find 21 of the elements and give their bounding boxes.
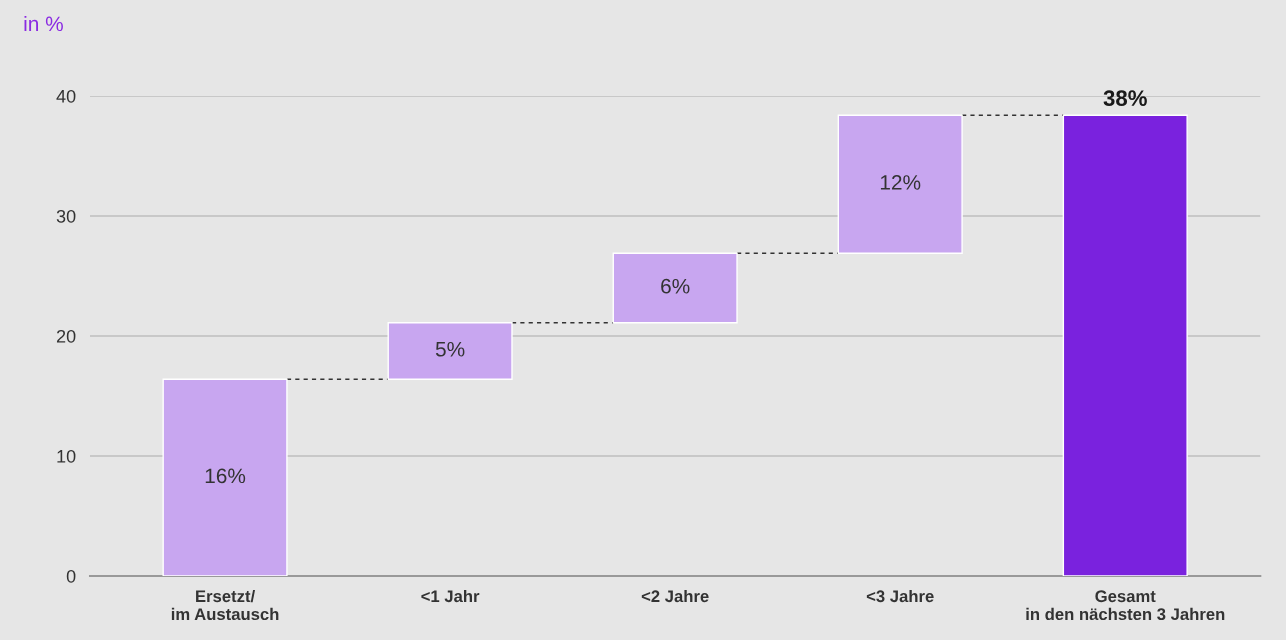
data-label: 16% — [205, 468, 246, 484]
x-tick-label: <2 Jahre — [641, 589, 709, 603]
x-tick-label: Gesamt in den nächsten 3 Jahren — [1026, 590, 1225, 621]
data-label: 12% — [880, 175, 921, 190]
data-label: 6% — [661, 278, 690, 294]
y-tick-label: 30 — [56, 209, 76, 223]
data-label: 5% — [435, 341, 465, 357]
x-tick-label: <3 Jahre — [866, 589, 934, 603]
y-axis-title: in % — [24, 15, 63, 32]
x-tick-label: Ersetzt/ im Austausch — [171, 589, 279, 621]
bar — [837, 114, 963, 254]
y-tick-label: 0 — [66, 569, 76, 583]
bar — [1062, 114, 1188, 576]
x-tick-label: <1 Jahr — [421, 589, 480, 603]
bar — [387, 322, 513, 380]
bar — [612, 252, 738, 324]
bar — [162, 378, 288, 576]
y-tick-label: 20 — [56, 329, 76, 343]
y-tick-label: 40 — [56, 89, 76, 103]
y-tick-label: 10 — [57, 449, 76, 463]
data-label: 38% — [1103, 90, 1147, 107]
